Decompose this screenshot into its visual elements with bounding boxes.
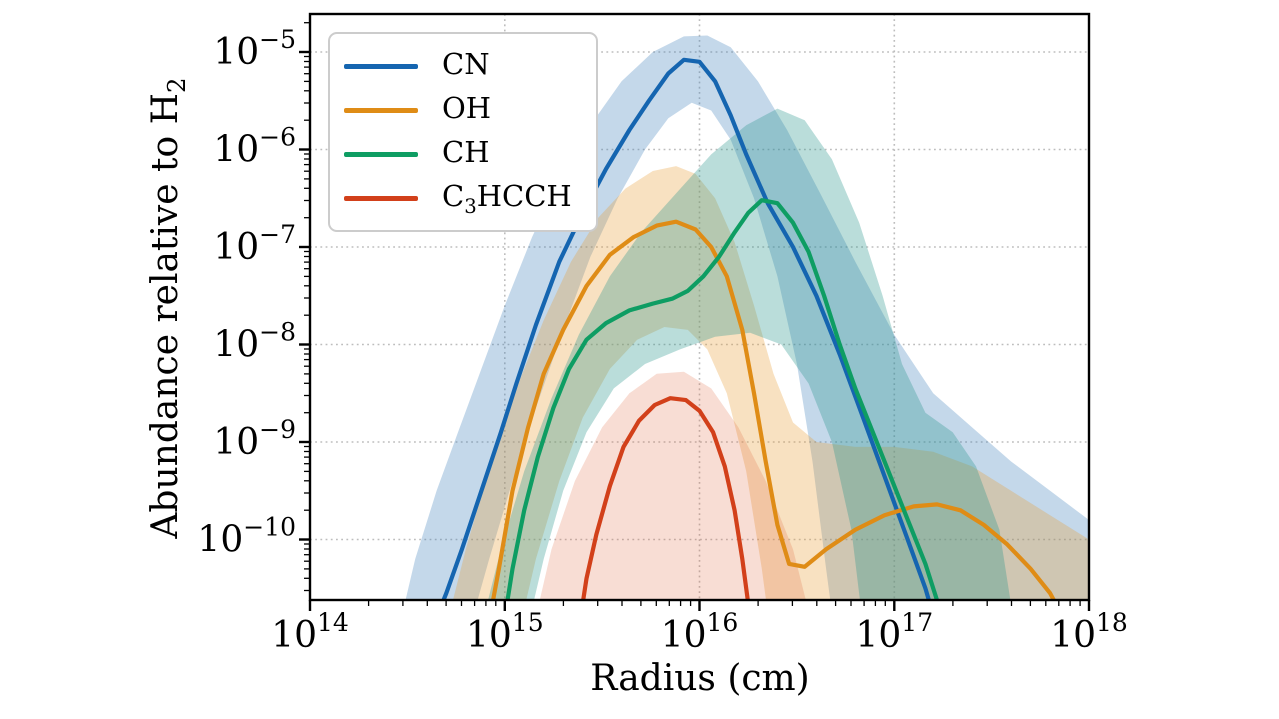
legend-item-cn: CN <box>344 44 596 88</box>
legend-swatch-cn <box>344 63 418 69</box>
y-axis-label: Abundance relative to H2 <box>145 77 191 538</box>
svg-text:1016: 1016 <box>661 608 739 656</box>
legend-swatch-oh <box>344 107 418 113</box>
legend-swatch-ch <box>344 151 418 157</box>
svg-text:10−9: 10−9 <box>213 415 296 463</box>
legend: CN OH CH C3HCCH <box>328 32 598 232</box>
legend-label-ch: CH <box>442 134 490 169</box>
y-axis-label-text: Abundance relative to H <box>144 93 186 539</box>
legend-item-oh: OH <box>344 88 596 132</box>
svg-text:10−10: 10−10 <box>197 513 296 561</box>
legend-label-oh: OH <box>442 90 492 125</box>
legend-item-ch: CH <box>344 132 596 176</box>
legend-swatch-c3hcch <box>344 195 418 201</box>
x-axis-label: Radius (cm) <box>590 658 810 699</box>
legend-label-cn: CN <box>442 46 490 81</box>
legend-label-c3hcch: C3HCCH <box>442 178 572 218</box>
legend-item-c3hcch: C3HCCH <box>344 176 596 220</box>
svg-text:10−7: 10−7 <box>213 220 296 268</box>
svg-text:10−6: 10−6 <box>213 123 296 171</box>
svg-text:10−5: 10−5 <box>213 25 296 73</box>
svg-text:1018: 1018 <box>1050 608 1128 656</box>
svg-text:1017: 1017 <box>855 608 933 656</box>
svg-text:1015: 1015 <box>466 608 544 656</box>
svg-text:1014: 1014 <box>271 608 349 656</box>
svg-text:10−8: 10−8 <box>213 318 296 366</box>
y-axis-label-subscript: 2 <box>162 77 192 94</box>
